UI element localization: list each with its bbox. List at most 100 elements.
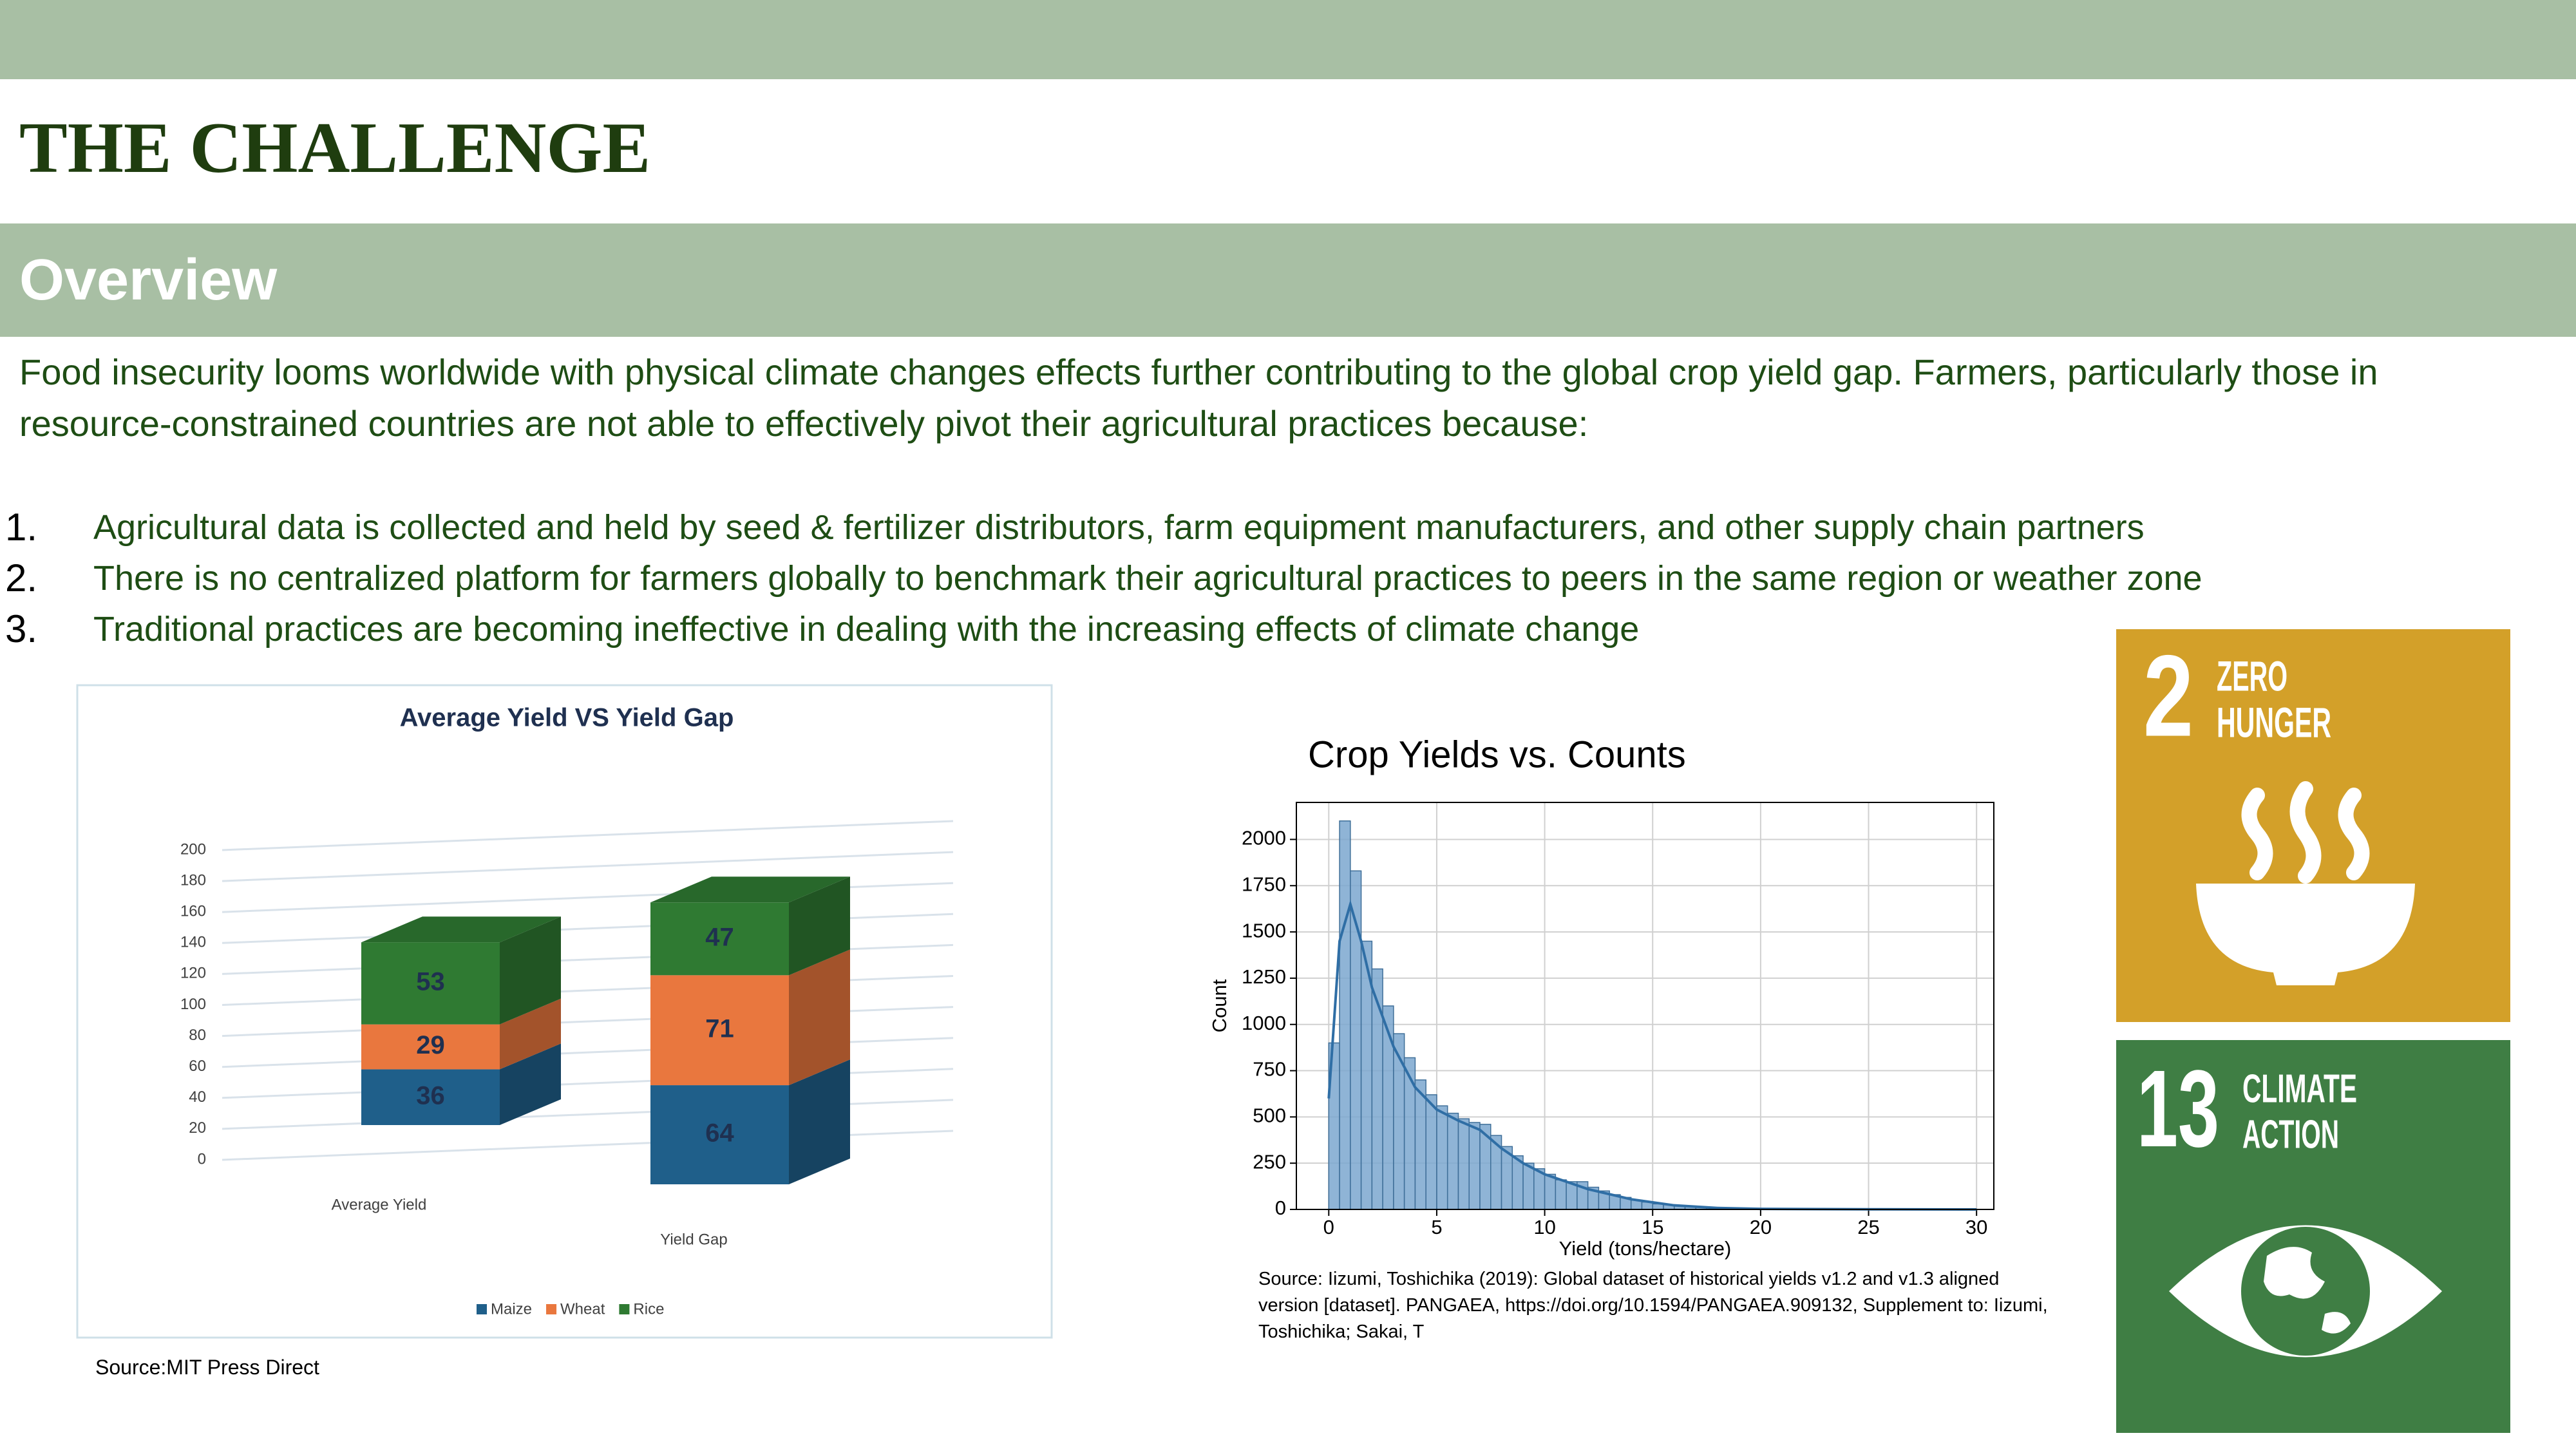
data-label: 71: [705, 1014, 734, 1043]
bar-front: [361, 1024, 500, 1070]
steam-icon: [2241, 781, 2370, 884]
plot-frame: [1296, 802, 1994, 1210]
y-tick-label: 500: [1253, 1104, 1286, 1127]
y-tick-label: 120: [180, 965, 206, 982]
x-tick-label: Average Yield: [332, 1196, 427, 1213]
data-label: 36: [416, 1081, 445, 1110]
y-tick-label: 180: [180, 871, 206, 889]
chart-frame: [76, 684, 1053, 1339]
y-tick-label: 2000: [1242, 827, 1286, 849]
sdg-label: HUNGER: [2217, 698, 2331, 746]
bar-side: [789, 1059, 850, 1184]
top-band: [0, 0, 2576, 79]
y-tick-label: 200: [180, 840, 206, 858]
list-text: Agricultural data is collected and held …: [93, 508, 2145, 547]
sdg-label: ZERO: [2217, 652, 2287, 699]
bar-top: [650, 876, 850, 903]
data-label: 29: [416, 1031, 445, 1059]
histogram-bar: [1446, 1112, 1459, 1210]
chart-source: Source:MIT Press Direct: [95, 1356, 319, 1379]
chart-source: Source: Iizumi, Toshichika (2019): Globa…: [1258, 1269, 2048, 1342]
bar-front: [361, 942, 500, 1025]
histogram-bar: [1468, 1122, 1481, 1210]
x-tick-label: Yield Gap: [660, 1231, 728, 1248]
bar-side: [789, 876, 850, 976]
sdg-number: 2: [2143, 632, 2193, 761]
legend-label: Maize: [491, 1300, 532, 1318]
kde-line: [1327, 899, 1977, 1211]
histogram-bar: [1511, 1155, 1524, 1210]
data-label: 64: [705, 1119, 734, 1148]
histogram-bar: [1544, 1173, 1557, 1210]
histogram-bar: [1555, 1179, 1567, 1210]
y-tick-label: 80: [189, 1027, 206, 1044]
legend-label: Rice: [633, 1300, 664, 1318]
histogram-bar: [1522, 1162, 1535, 1210]
histogram-bar: [1414, 1079, 1426, 1210]
legend-swatch: [546, 1304, 557, 1314]
y-tick-label: 1750: [1242, 873, 1286, 895]
bar-segment: [361, 998, 561, 1070]
list-number: 3.: [5, 607, 38, 650]
list-text: Traditional practices are becoming ineff…: [93, 610, 1640, 649]
y-tick-label: 1000: [1242, 1012, 1286, 1034]
y-tick-label: 40: [189, 1088, 206, 1106]
intro-text: Food insecurity looms worldwide with phy…: [19, 352, 2378, 444]
y-tick-label: 20: [189, 1119, 206, 1137]
bar-top: [361, 916, 561, 943]
globe-land: [2264, 1247, 2351, 1334]
legend-label: Wheat: [560, 1300, 605, 1318]
histogram-bar: [1436, 1105, 1448, 1210]
bar-side: [789, 949, 850, 1086]
bowl-icon: [2196, 884, 2415, 985]
x-tick-label: 10: [1533, 1216, 1555, 1238]
y-tick-label: 60: [189, 1057, 206, 1075]
x-tick-label: 0: [1323, 1216, 1334, 1238]
legend-swatch: [619, 1304, 630, 1314]
histogram-bar: [1457, 1118, 1470, 1210]
sdg-number: 13: [2137, 1048, 2219, 1170]
bar-segment: [361, 1043, 561, 1125]
y-tick-label: 1250: [1242, 965, 1286, 988]
histogram-bar: [1425, 1094, 1437, 1210]
histogram-bar: [1339, 820, 1351, 1210]
bar-front: [650, 975, 789, 1086]
bar-segment: [650, 949, 850, 1086]
grid-line: [222, 820, 954, 851]
x-tick-label: 25: [1857, 1216, 1879, 1238]
y-tick-label: 160: [180, 903, 206, 920]
bar-side: [500, 916, 561, 1025]
chart-title: Crop Yields vs. Counts: [1308, 734, 1686, 775]
y-tick-label: 1500: [1242, 919, 1286, 942]
histogram-bar: [1382, 1005, 1394, 1210]
bar-segment: [650, 1059, 850, 1184]
section-title: Overview: [19, 248, 278, 312]
list-text: There is no centralized platform for far…: [93, 559, 2202, 598]
bar-front: [650, 902, 789, 976]
data-label: 53: [416, 968, 445, 996]
bar-side: [500, 998, 561, 1070]
x-tick-label: 5: [1431, 1216, 1442, 1238]
section-band: [0, 223, 2576, 337]
y-tick-label: 750: [1253, 1058, 1286, 1081]
data-label: 47: [705, 923, 734, 951]
chart-title: Average Yield VS Yield Gap: [400, 704, 734, 732]
grid-line: [222, 851, 954, 882]
x-axis-label: Yield (tons/hectare): [1559, 1237, 1732, 1260]
y-tick-label: 0: [198, 1150, 206, 1168]
bar-front: [361, 1069, 500, 1125]
bar-segment: [650, 876, 850, 976]
y-tick-label: 250: [1253, 1150, 1286, 1173]
y-tick-label: 0: [1275, 1197, 1286, 1219]
y-tick-label: 140: [180, 934, 206, 951]
list-number: 2.: [5, 556, 38, 600]
sdg-label: CLIMATE: [2242, 1066, 2357, 1111]
bar-segment: [361, 916, 561, 1025]
x-tick-label: 30: [1965, 1216, 1987, 1238]
bar-front: [650, 1085, 789, 1184]
x-tick-label: 20: [1750, 1216, 1772, 1238]
x-tick-label: 15: [1642, 1216, 1663, 1238]
list-number: 1.: [5, 506, 38, 549]
